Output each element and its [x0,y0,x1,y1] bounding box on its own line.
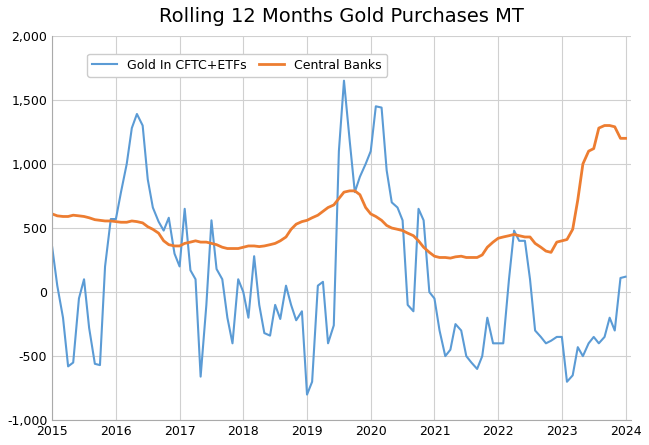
Central Banks [447,255,454,261]
Title: Rolling 12 Months Gold Purchases MT: Rolling 12 Months Gold Purchases MT [159,7,524,26]
Central Banks [208,241,215,246]
Gold In CFTC+ETFs [303,392,311,397]
Central Banks [91,217,99,222]
Gold In CFTC+ETFs [622,274,630,279]
Gold In CFTC+ETFs [48,245,56,250]
Central Banks [601,123,609,128]
Legend: Gold In CFTC+ETFs, Central Banks: Gold In CFTC+ETFs, Central Banks [88,53,387,77]
Gold In CFTC+ETFs [239,289,247,295]
Gold In CFTC+ETFs [91,361,99,367]
Central Banks [239,245,247,250]
Gold In CFTC+ETFs [372,104,380,109]
Gold In CFTC+ETFs [340,78,348,83]
Central Banks [622,136,630,141]
Gold In CFTC+ETFs [208,218,215,223]
Central Banks [48,211,56,217]
Gold In CFTC+ETFs [435,328,443,333]
Line: Gold In CFTC+ETFs: Gold In CFTC+ETFs [52,81,626,395]
Central Banks [426,250,434,255]
Central Banks [356,192,364,198]
Central Banks [361,205,369,210]
Line: Central Banks: Central Banks [52,125,626,258]
Gold In CFTC+ETFs [367,149,374,154]
